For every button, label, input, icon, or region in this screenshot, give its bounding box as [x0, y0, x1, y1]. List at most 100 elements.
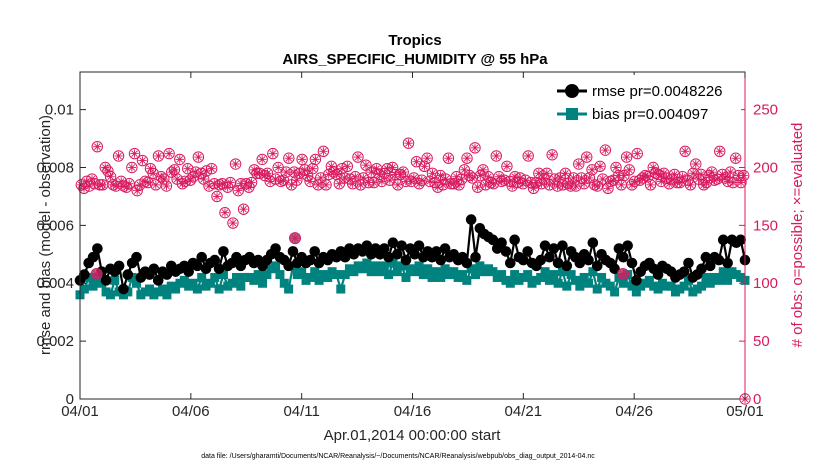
bias-point: [644, 275, 654, 285]
obs-count-marker: [501, 160, 513, 173]
obs-count-marker: [690, 158, 702, 170]
rmse-point: [339, 251, 351, 263]
bias-point: [427, 272, 437, 282]
x-tick-label: 05/01: [726, 403, 764, 420]
rmse-point: [713, 254, 725, 266]
rmse-point: [183, 266, 194, 277]
legend: rmse pr=0.0048226 bias pr=0.004097: [555, 75, 741, 125]
rmse-point: [87, 251, 99, 263]
bias-point: [262, 270, 272, 280]
rmse-point: [383, 251, 394, 263]
obs-count-marker: [104, 171, 117, 183]
obs-count-marker: [397, 166, 409, 178]
y-tick-label: 0.002: [36, 333, 74, 350]
bias-point: [392, 267, 402, 277]
obs-highlight-marker: [289, 232, 302, 245]
obs-count-marker: [541, 167, 553, 179]
bias-point: [379, 261, 389, 271]
obs-count-marker: [599, 144, 612, 156]
rmse-point: [613, 243, 625, 254]
rmse-point: [209, 254, 221, 266]
rmse-point: [218, 246, 229, 257]
bias-point: [414, 261, 424, 271]
bias-point: [592, 284, 602, 294]
bias-point: [570, 275, 580, 285]
bias-point: [679, 281, 689, 291]
chart-title: Tropics: [388, 32, 441, 49]
bias-point: [631, 287, 641, 297]
obs-count-marker: [317, 145, 330, 157]
obs-count-marker: [490, 150, 502, 162]
rmse-point: [561, 260, 573, 272]
bias-point: [557, 267, 567, 277]
bias-point: [540, 267, 550, 277]
obs-count-marker: [586, 164, 598, 176]
rmse-point: [131, 251, 142, 263]
obs-count-marker: [182, 162, 194, 175]
obs-count-marker: [360, 159, 372, 171]
obs-count-marker: [283, 152, 295, 164]
rmse-point: [391, 249, 403, 260]
bias-point: [666, 281, 676, 291]
rmse-point: [439, 243, 451, 254]
rmse-point: [387, 237, 399, 249]
rmse-point: [305, 254, 316, 266]
rmse-point: [552, 257, 564, 269]
bias-point: [544, 275, 554, 285]
bias-point: [440, 264, 450, 274]
plot-background: [80, 72, 745, 399]
rmse-point: [618, 251, 629, 263]
rmse-point: [409, 249, 420, 260]
bias-point: [371, 261, 381, 271]
bias-point: [349, 267, 359, 277]
bias-point: [162, 290, 172, 300]
rmse-point: [270, 243, 281, 254]
obs-highlight-marker: [90, 267, 103, 280]
obs-count-marker: [421, 152, 433, 164]
bias-point: [701, 272, 711, 282]
bias-point: [597, 272, 607, 282]
bias-point: [388, 258, 398, 268]
rmse-point: [518, 254, 529, 266]
x-tick-label: 04/06: [172, 403, 210, 420]
bias-point: [449, 267, 459, 277]
bias-point: [553, 278, 563, 288]
bias-point: [462, 275, 472, 285]
y-axis-label: rmse and bias (model - observation): [37, 115, 54, 355]
rmse-point: [735, 234, 746, 246]
obs-count-marker: [418, 160, 431, 173]
obs-count-marker: [679, 145, 691, 157]
rmse-point: [161, 269, 173, 280]
obs-count-marker: [174, 153, 186, 166]
bias-point: [497, 270, 507, 280]
obs-count-marker: [192, 151, 205, 163]
rmse-point: [92, 243, 103, 254]
rmse-point: [557, 240, 568, 251]
y-right-tick-label: 200: [753, 159, 778, 176]
rmse-point: [122, 269, 134, 280]
bias-point: [523, 270, 533, 280]
x-tick-label: 04/26: [615, 403, 653, 420]
rmse-point: [148, 263, 160, 275]
rmse-point: [504, 257, 516, 269]
rmse-point: [118, 283, 129, 295]
obs-count-marker: [416, 174, 428, 186]
obs-count-marker: [291, 174, 303, 186]
legend-rmse-marker: [565, 84, 579, 98]
obs-count-marker: [349, 171, 362, 183]
obs-count-marker: [469, 142, 481, 154]
obs-count-marker: [695, 168, 707, 181]
bias-point: [236, 281, 246, 291]
rmse-point: [465, 214, 477, 225]
obs-count-marker: [623, 164, 635, 176]
bias-point: [418, 270, 428, 280]
rmse-point: [400, 254, 412, 266]
bias-point: [188, 278, 198, 288]
rmse-point: [213, 263, 225, 275]
bias-point: [145, 284, 155, 294]
obs-count-marker: [296, 153, 308, 166]
obs-count-marker: [325, 160, 338, 173]
rmse-point: [435, 254, 447, 266]
rmse-point: [548, 243, 560, 254]
obs-count-marker: [346, 178, 359, 190]
